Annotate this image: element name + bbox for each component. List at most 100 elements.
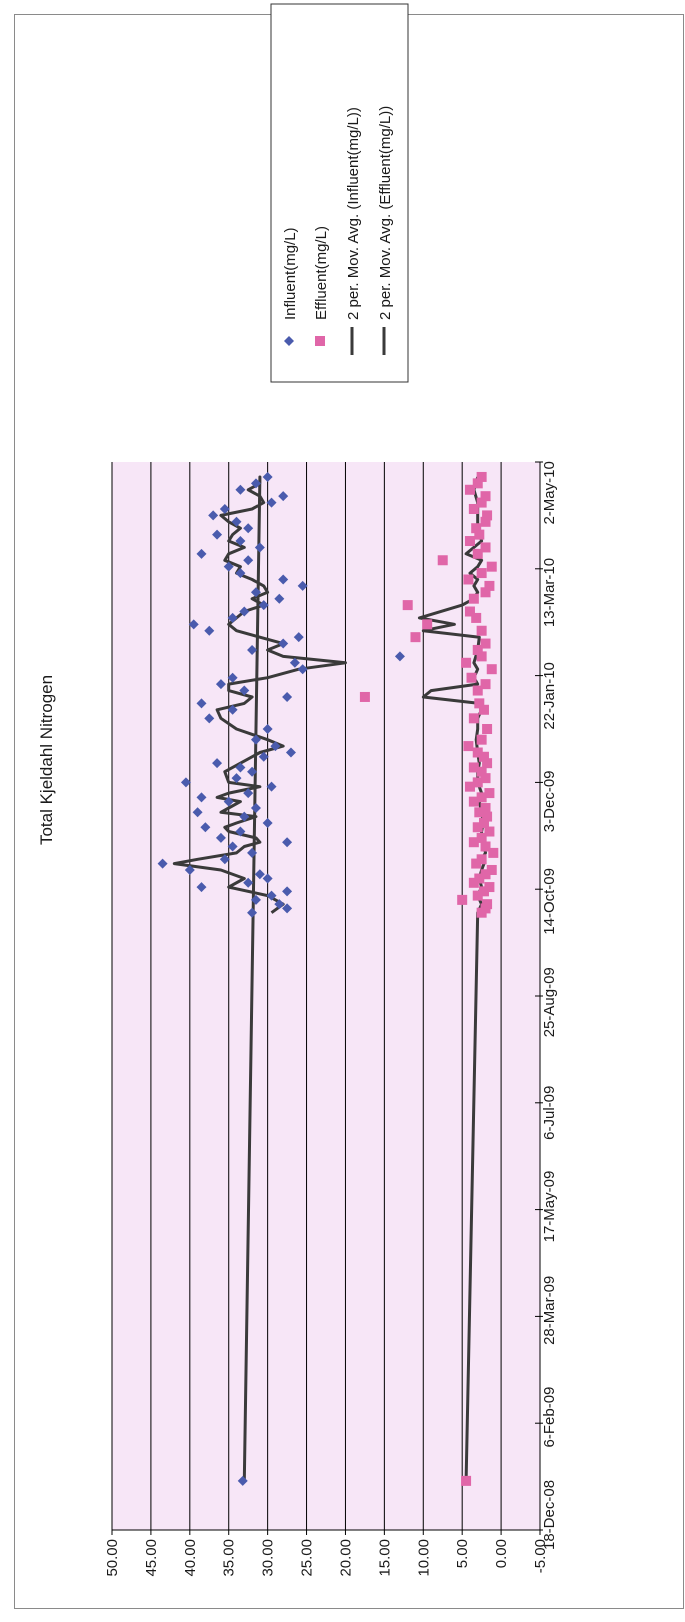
effluent-point bbox=[464, 484, 475, 495]
influent-point bbox=[212, 758, 223, 769]
effluent-point bbox=[422, 619, 433, 630]
influent-point bbox=[247, 644, 258, 655]
effluent-point bbox=[476, 568, 487, 579]
effluent-point bbox=[480, 679, 491, 690]
influent-point bbox=[262, 817, 273, 828]
influent-point bbox=[297, 580, 308, 591]
influent-point bbox=[227, 704, 238, 715]
effluent-point bbox=[457, 894, 468, 905]
effluent-point bbox=[484, 580, 495, 591]
effluent-point bbox=[472, 685, 483, 696]
moving-average-influent-line bbox=[172, 475, 347, 1481]
influent-point bbox=[266, 497, 277, 508]
x-tick-label: 28-Mar-09 bbox=[541, 1276, 558, 1345]
effluent-point bbox=[463, 741, 474, 752]
legend-marker-effluent-square bbox=[315, 336, 325, 346]
influent-point bbox=[247, 847, 258, 858]
effluent-point bbox=[476, 734, 487, 745]
influent-point bbox=[215, 832, 226, 843]
influent-point bbox=[278, 638, 289, 649]
effluent-point bbox=[472, 890, 483, 901]
effluent-point bbox=[480, 803, 491, 814]
effluent-point bbox=[478, 817, 489, 828]
influent-point bbox=[297, 664, 308, 675]
influent-point bbox=[239, 685, 250, 696]
effluent-point bbox=[482, 758, 493, 769]
effluent-point bbox=[476, 471, 487, 482]
influent-point bbox=[270, 741, 281, 752]
effluent-point bbox=[472, 822, 483, 833]
effluent-point bbox=[466, 672, 477, 683]
influent-point bbox=[250, 478, 261, 489]
influent-point bbox=[278, 574, 289, 585]
y-tick-label: 10.00 bbox=[415, 1539, 432, 1577]
x-tick-label: 18-Dec-08 bbox=[541, 1480, 558, 1550]
influent-point bbox=[243, 877, 254, 888]
effluent-point bbox=[474, 873, 485, 884]
influent-point bbox=[196, 698, 207, 709]
effluent-point bbox=[486, 561, 497, 572]
legend: Influent(mg/L) Effluent(mg/L) 2 per. Mov… bbox=[270, 3, 409, 383]
effluent-point bbox=[476, 832, 487, 843]
influent-point bbox=[274, 593, 285, 604]
influent-point bbox=[289, 657, 300, 668]
effluent-point bbox=[402, 600, 413, 611]
influent-point bbox=[235, 568, 246, 579]
effluent-point bbox=[476, 766, 487, 777]
influent-point bbox=[188, 619, 199, 630]
influent-point bbox=[196, 882, 207, 893]
legend-box bbox=[270, 3, 409, 383]
effluent-point bbox=[464, 606, 475, 617]
effluent-point bbox=[472, 644, 483, 655]
effluent-point bbox=[464, 536, 475, 547]
y-axis: 50.00 45.00 40.00 35.00 30.00 25.00 20.00 15.00… bbox=[104, 1529, 549, 1577]
influent-point bbox=[212, 529, 223, 540]
influent-point bbox=[196, 548, 207, 559]
effluent-point bbox=[480, 869, 491, 880]
influent-point bbox=[250, 587, 261, 598]
influent-point bbox=[208, 510, 219, 521]
effluent-point bbox=[476, 792, 487, 803]
influent-point bbox=[262, 724, 273, 734]
x-axis: 18-Dec-08 6-Feb-09 28-Mar-09 17-May-09 6-Jul… bbox=[535, 461, 558, 1550]
y-tick-label: 50.00 bbox=[104, 1539, 121, 1577]
y-tick-label: 35.00 bbox=[221, 1539, 238, 1577]
influent-point bbox=[200, 822, 211, 833]
effluent-point bbox=[461, 657, 472, 668]
y-tick-label: -5.00 bbox=[532, 1539, 549, 1573]
y-tick-label: 30.00 bbox=[260, 1539, 277, 1577]
effluent-point bbox=[463, 574, 474, 585]
effluent-point bbox=[480, 587, 491, 598]
effluent-point bbox=[471, 523, 482, 534]
x-tick-label: 22-Jan-10 bbox=[541, 662, 558, 730]
effluent-point bbox=[410, 632, 421, 643]
legend-label-effluent: Effluent(mg/L) bbox=[313, 226, 330, 320]
effluent-point bbox=[468, 713, 479, 724]
effluent-point bbox=[476, 497, 487, 508]
influent-point bbox=[204, 713, 215, 724]
effluent-point bbox=[472, 747, 483, 758]
influent-point bbox=[250, 734, 261, 745]
effluent-point bbox=[476, 854, 487, 865]
influent-point bbox=[227, 612, 238, 623]
x-tick-label: 17-May-09 bbox=[541, 1171, 558, 1243]
influent-point bbox=[266, 890, 277, 901]
influent-point bbox=[223, 796, 234, 807]
effluent-point bbox=[478, 751, 489, 762]
influent-point bbox=[254, 869, 265, 880]
y-tick-label: 25.00 bbox=[299, 1539, 316, 1577]
legend-item-effluent-avg: 2 per. Mov. Avg. (Effluent(mg/L)) bbox=[377, 106, 394, 355]
x-tick-label: 6-Jul-09 bbox=[541, 1086, 558, 1140]
influent-point bbox=[262, 873, 273, 884]
influent-point bbox=[243, 523, 254, 534]
effluent-point bbox=[480, 773, 491, 784]
influent-point bbox=[180, 777, 191, 788]
x-tick-label: 6-Feb-09 bbox=[541, 1387, 558, 1448]
effluent-point bbox=[471, 858, 482, 869]
influent-point bbox=[196, 792, 207, 803]
effluent-point bbox=[468, 762, 479, 773]
effluent-point bbox=[437, 555, 448, 566]
influent-point bbox=[243, 788, 254, 799]
effluent-point bbox=[468, 877, 479, 888]
effluent-point bbox=[476, 651, 487, 662]
